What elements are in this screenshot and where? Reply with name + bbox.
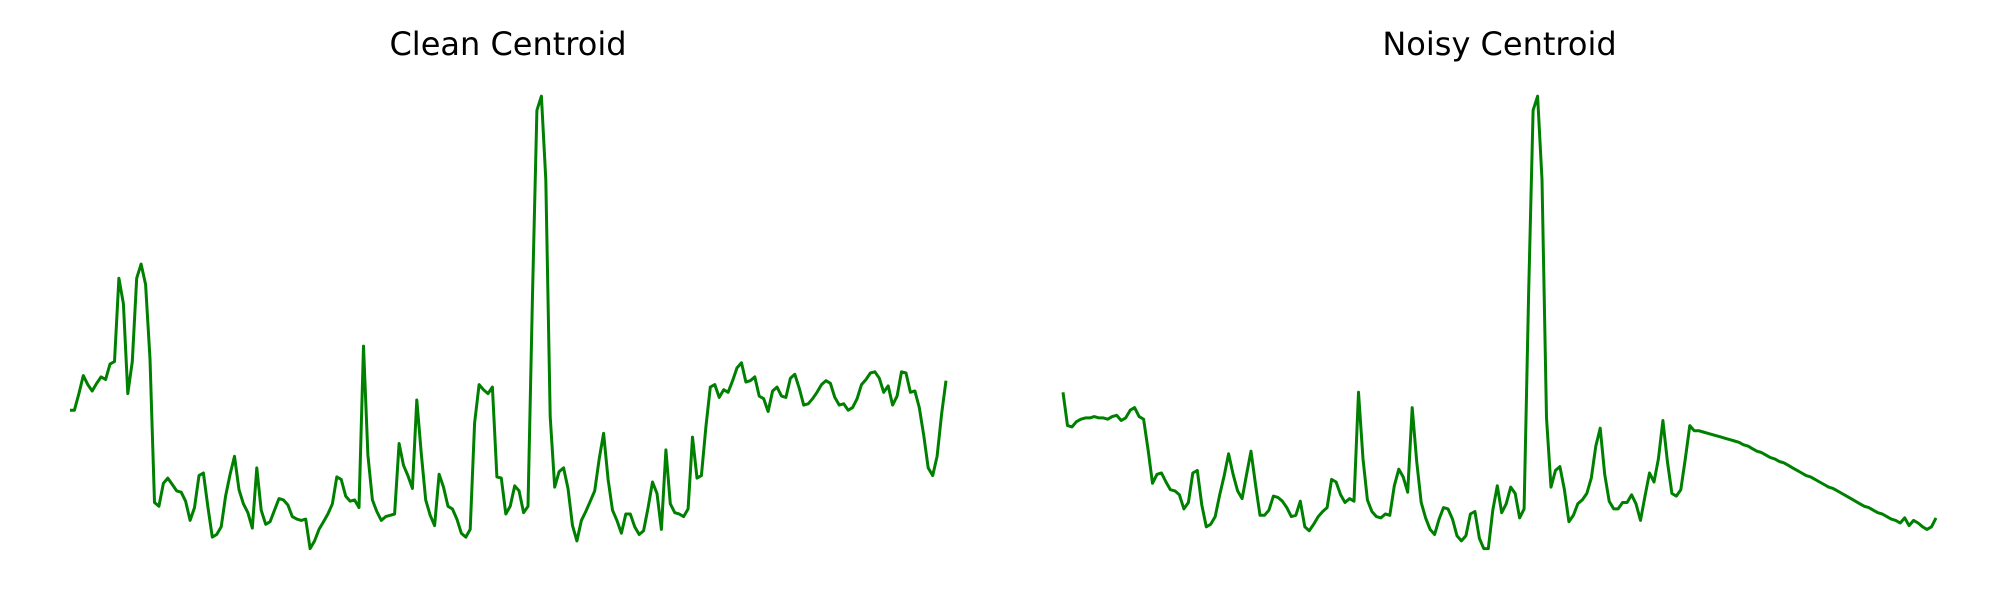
chart-title: Noisy Centroid xyxy=(1382,25,1616,63)
line-series xyxy=(1061,94,1938,551)
line-series xyxy=(70,94,948,551)
chart-title: Clean Centroid xyxy=(389,25,626,63)
